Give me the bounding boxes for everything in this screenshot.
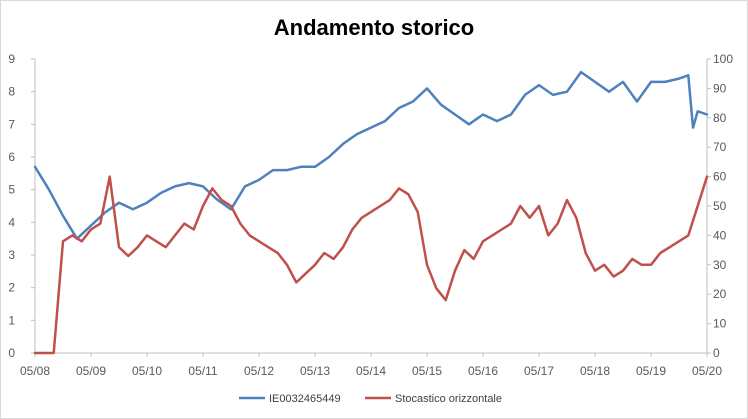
y-right-tick-label: 70 xyxy=(713,140,727,154)
y-right-tick-label: 80 xyxy=(713,111,727,125)
y-right-tick-label: 60 xyxy=(713,170,727,184)
series-line-2 xyxy=(33,175,709,355)
x-tick-label: 05/10 xyxy=(132,364,162,378)
legend: IE0032465449 Stocastico orizzontale xyxy=(239,393,502,405)
y-left-tick-label: 1 xyxy=(8,313,15,327)
y-left-tick-label: 2 xyxy=(8,281,15,295)
left-axis-ticks: 0 1 2 3 4 5 6 7 8 9 xyxy=(8,52,35,360)
y-right-tick-label: 10 xyxy=(713,317,727,331)
y-right-tick-label: 0 xyxy=(713,346,720,360)
series-lines xyxy=(33,70,709,355)
y-left-tick-label: 7 xyxy=(8,117,15,131)
x-tick-label: 05/14 xyxy=(356,364,386,378)
x-tick-label: 05/12 xyxy=(244,364,274,378)
legend-label-2: Stocastico orizzontale xyxy=(395,393,502,405)
series-line-1 xyxy=(33,70,709,240)
x-tick-label: 05/17 xyxy=(524,364,554,378)
y-left-tick-label: 9 xyxy=(8,52,15,66)
y-right-tick-label: 90 xyxy=(713,81,727,95)
y-left-tick-label: 4 xyxy=(8,215,15,229)
x-tick-label: 05/09 xyxy=(76,364,106,378)
x-tick-label: 05/18 xyxy=(580,364,610,378)
y-right-tick-label: 100 xyxy=(713,52,733,66)
y-left-tick-label: 6 xyxy=(8,150,15,164)
axes xyxy=(34,59,708,354)
y-right-tick-label: 30 xyxy=(713,258,727,272)
right-axis-ticks: 0 10 20 30 40 50 60 70 80 90 100 xyxy=(707,52,733,360)
y-left-tick-label: 5 xyxy=(8,183,15,197)
x-tick-label: 05/15 xyxy=(412,364,442,378)
x-tick-label: 05/16 xyxy=(468,364,498,378)
x-tick-label: 05/11 xyxy=(188,364,217,378)
x-tick-label: 05/13 xyxy=(300,364,330,378)
x-tick-label: 05/19 xyxy=(636,364,666,378)
y-right-tick-label: 50 xyxy=(713,199,727,213)
y-left-tick-label: 0 xyxy=(8,346,15,360)
y-left-tick-label: 3 xyxy=(8,248,15,262)
x-tick-label: 05/08 xyxy=(20,364,50,378)
legend-label-1: IE0032465449 xyxy=(269,393,341,405)
x-axis-ticks: 05/08 05/09 05/10 05/11 05/12 05/13 05/14 05/15… xyxy=(20,353,722,378)
x-tick-label: 05/20 xyxy=(692,364,722,378)
y-right-tick-label: 20 xyxy=(713,287,727,301)
y-left-tick-label: 8 xyxy=(8,85,15,99)
y-right-tick-label: 40 xyxy=(713,228,727,242)
chart-title: Andamento storico xyxy=(274,15,474,40)
